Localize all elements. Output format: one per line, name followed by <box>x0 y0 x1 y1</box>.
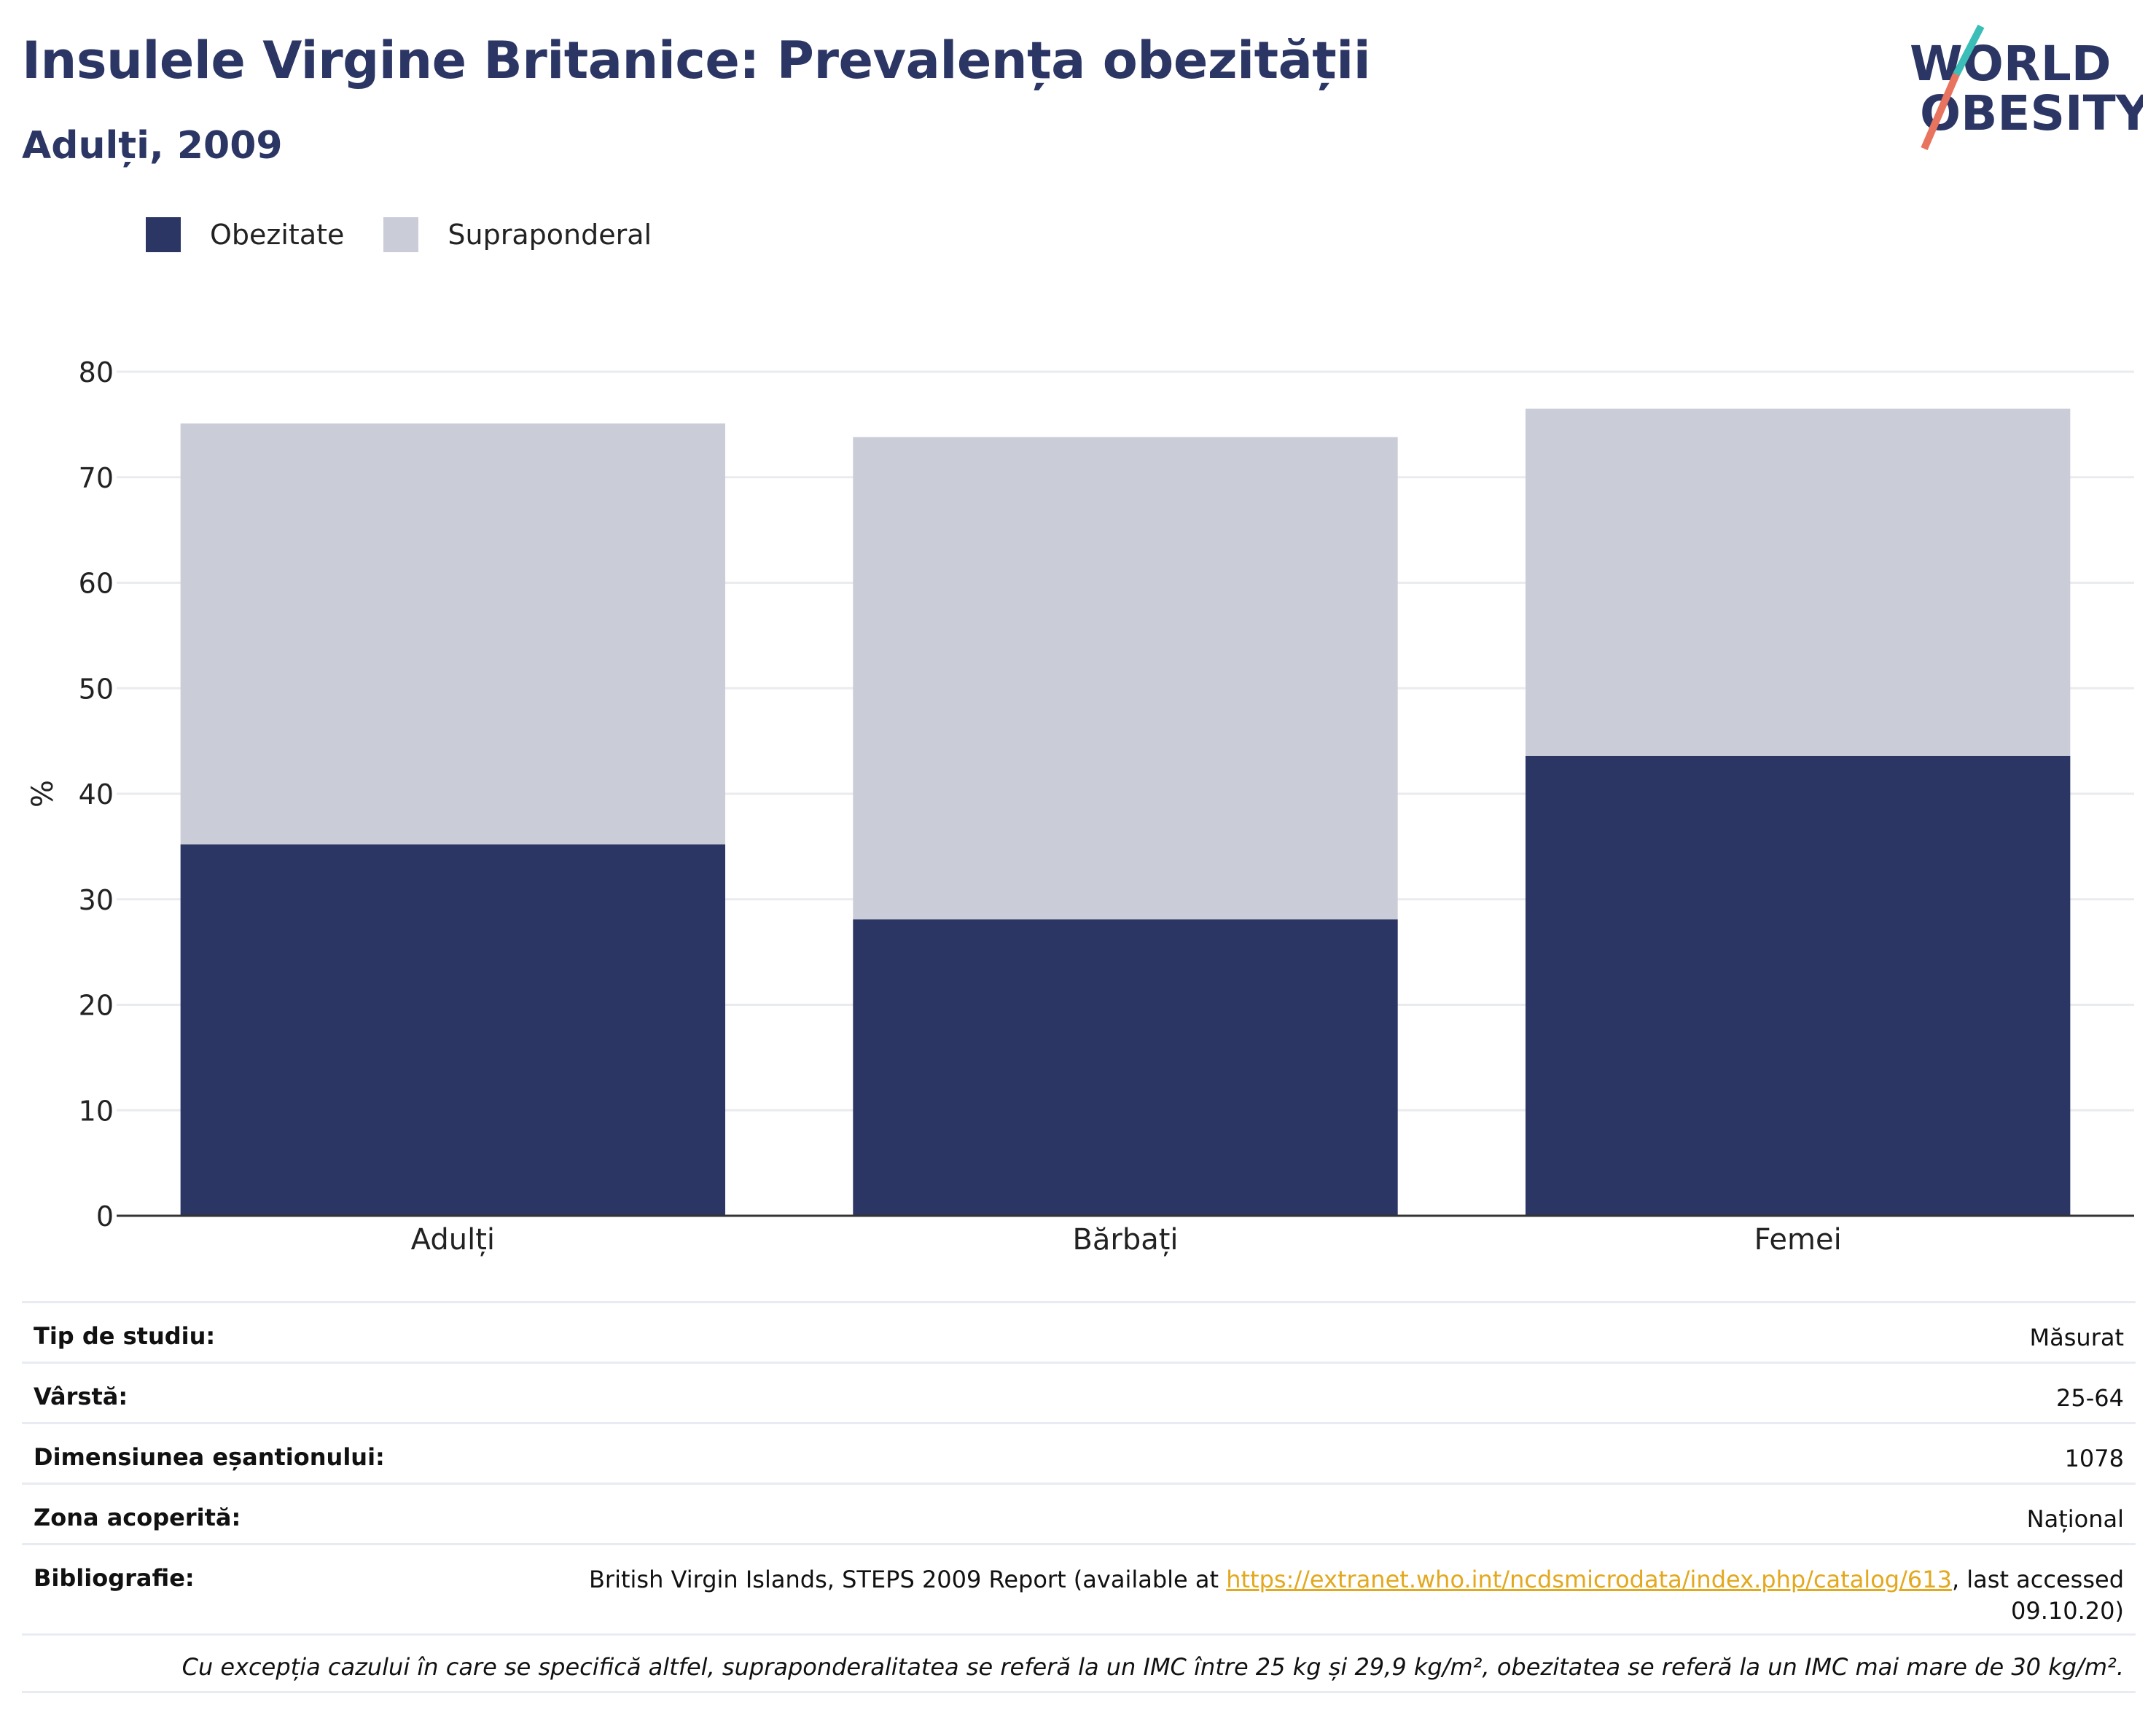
y-tick-label: 30 <box>79 884 114 916</box>
y-tick-label: 70 <box>79 462 114 494</box>
meta-value: Național <box>2026 1505 2124 1533</box>
bar-segment <box>853 919 1398 1216</box>
meta-value: 1078 <box>2064 1445 2124 1472</box>
legend-item-overweight[interactable]: Supraponderal <box>383 217 652 252</box>
meta-label: Dimensiunea eșantionului: <box>34 1443 385 1471</box>
y-tick-label: 40 <box>79 778 114 811</box>
bibliography-text: British Virgin Islands, STEPS 2009 Repor… <box>588 1566 1227 1593</box>
y-tick-label: 0 <box>96 1200 114 1233</box>
legend-label-overweight: Supraponderal <box>448 219 652 251</box>
logo-slash-coral <box>1921 73 1960 150</box>
bar-segment <box>180 844 726 1216</box>
meta-row-bibliography: Bibliografie: British Virgin Islands, ST… <box>22 1543 2136 1633</box>
y-tick-label: 80 <box>79 356 114 388</box>
x-tick-label: Bărbați <box>1072 1223 1178 1257</box>
legend-item-obesity[interactable]: Obezitate <box>146 217 344 252</box>
bar-segment <box>1525 408 2071 756</box>
meta-value: British Virgin Islands, STEPS 2009 Repor… <box>589 1564 2124 1627</box>
x-tick-label: Femei <box>1754 1223 1842 1257</box>
meta-row-area: Zona acoperită: Național <box>22 1483 2136 1543</box>
y-tick-label: 50 <box>79 673 114 705</box>
meta-label: Zona acoperită: <box>34 1504 241 1531</box>
meta-row-sample-size: Dimensiunea eșantionului: 1078 <box>22 1422 2136 1483</box>
stacked-bar-chart: 0 10 20 30 40 50 60 70 80 Adulți Bărbați Femei% <box>26 356 2134 1257</box>
y-axis-label: % <box>26 780 60 808</box>
legend: Obezitate Supraponderal <box>146 217 691 252</box>
meta-label: Tip de studiu: <box>34 1322 216 1350</box>
world-obesity-logo: WORLD OBESITY <box>1910 24 2143 150</box>
legend-swatch-overweight <box>383 217 419 252</box>
metadata-table: Tip de studiu: Măsurat Vârstă: 25-64 Dim… <box>22 1301 2136 1693</box>
meta-value: 25-64 <box>2056 1384 2124 1412</box>
logo-line1: WORLD <box>1910 36 2112 92</box>
logo-line2: OBESITY <box>1920 85 2143 141</box>
chart-title: Insulele Virgine Britanice: Prevalența o… <box>22 31 1371 90</box>
bar-segment <box>1525 755 2071 1216</box>
y-tick-label: 60 <box>79 568 114 600</box>
meta-label: Vârstă: <box>34 1383 128 1410</box>
bibliography-text-after: , last accessed <box>1951 1566 2124 1593</box>
legend-label-obesity: Obezitate <box>210 219 345 251</box>
meta-value: Măsurat <box>2029 1324 2124 1351</box>
legend-swatch-obesity <box>146 217 181 252</box>
meta-row-note: Cu excepția cazului în care se specifică… <box>22 1633 2136 1693</box>
bar-segment <box>853 437 1398 920</box>
x-tick-label: Adulți <box>411 1223 495 1257</box>
definition-note: Cu excepția cazului în care se specifică… <box>181 1653 2124 1681</box>
meta-label: Bibliografie: <box>34 1564 195 1592</box>
meta-row-age: Vârstă: 25-64 <box>22 1362 2136 1422</box>
chart-subtitle: Adulți, 2009 <box>22 124 283 168</box>
y-tick-label: 20 <box>79 990 114 1022</box>
y-tick-label: 10 <box>79 1095 114 1127</box>
meta-row-study-type: Tip de studiu: Măsurat <box>22 1301 2136 1362</box>
logo-slash-teal <box>1953 24 1985 77</box>
bibliography-link[interactable]: https://extranet.who.int/ncdsmicrodata/i… <box>1226 1566 1952 1593</box>
bibliography-text-line2: 09.10.20) <box>2011 1597 2124 1625</box>
bar-segment <box>180 423 726 845</box>
